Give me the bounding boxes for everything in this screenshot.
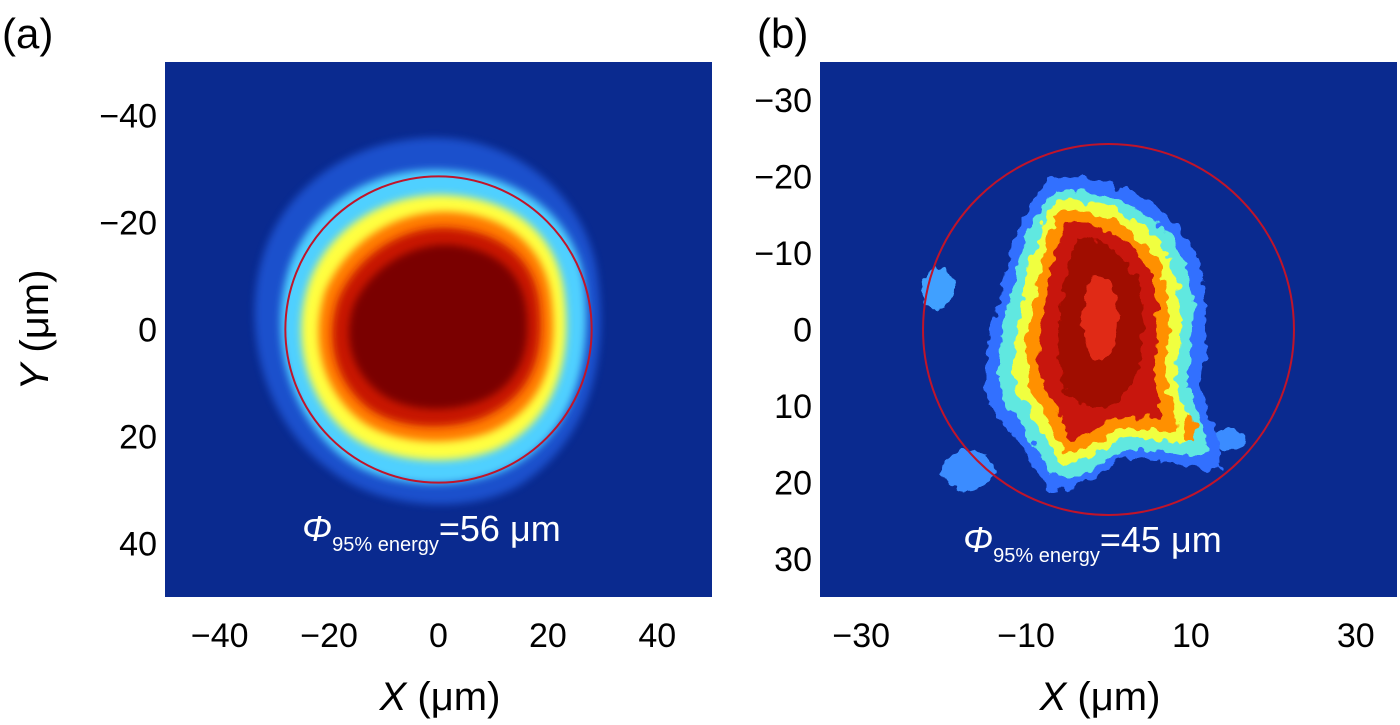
y-tick-label-b: 20	[774, 464, 812, 502]
y-axis-unit-a: (μm)	[13, 270, 57, 364]
panel-label-a: (a)	[2, 10, 53, 57]
y-tick-label-b: −30	[754, 82, 812, 120]
energy-circle-b	[922, 143, 1295, 516]
x-axis-var-b: X	[1039, 675, 1068, 719]
x-axis-var-a: X	[379, 675, 408, 719]
y-tick-label-b: −20	[754, 159, 812, 197]
y-axis-title-a: Y (μm)	[13, 270, 57, 391]
ticks-a: −40 −20 0 20 40 −40 −20 0 20 40	[99, 98, 676, 656]
x-tick-label-a: −40	[191, 617, 249, 655]
y-tick-label-a: 0	[138, 312, 157, 350]
heatmap-b-hotspot	[1182, 418, 1198, 442]
energy-circle-a	[284, 175, 593, 484]
y-tick-label-b: −10	[754, 235, 812, 273]
x-tick-label-b: −30	[832, 617, 890, 655]
x-tick-label-a: −20	[300, 617, 358, 655]
x-axis-title-b: X (μm)	[1039, 675, 1161, 719]
x-axis-title-a: X (μm)	[379, 675, 501, 719]
y-tick-label-a: −20	[99, 205, 157, 243]
x-tick-label-a: 20	[529, 617, 567, 655]
y-tick-label-b: 10	[774, 388, 812, 426]
panel-b: (b) Φ95% energy=45 μm −30 −1	[754, 10, 1397, 719]
y-tick-label-a: −40	[99, 98, 157, 136]
y-tick-label-a: 40	[119, 526, 157, 564]
heatmap-b-center	[1082, 276, 1118, 360]
annotation-a-symbol: Φ	[302, 508, 332, 549]
x-tick-label-a: 0	[429, 617, 448, 655]
annotation-b-symbol: Φ	[963, 519, 993, 560]
annotation-b-value: =45 μm	[1100, 519, 1222, 560]
y-tick-label-b: 0	[793, 312, 812, 350]
heatmap-b-blob-bottom-left	[942, 450, 994, 490]
y-axis-var-a: Y	[13, 360, 57, 390]
annotation-a-subscript: 95% energy	[332, 534, 439, 556]
annotation-a-value: =56 μm	[439, 508, 561, 549]
heatmap-b	[922, 143, 1295, 516]
heatmap-a	[254, 137, 601, 505]
annotation-b-subscript: 95% energy	[993, 545, 1100, 567]
x-tick-label-b: 10	[1172, 617, 1210, 655]
annotation-b: Φ95% energy=45 μm	[963, 519, 1222, 567]
x-axis-unit-a: (μm)	[406, 675, 500, 719]
annotation-a: Φ95% energy=56 μm	[302, 508, 561, 556]
y-tick-label-a: 20	[119, 419, 157, 457]
panel-label-b: (b)	[757, 10, 808, 57]
heatmap-a-core	[349, 244, 528, 409]
x-tick-label-a: 40	[638, 617, 676, 655]
x-tick-label-b: 30	[1337, 617, 1375, 655]
ticks-b: −30 −10 10 30 −30 −20 −10 0 10 20 30	[754, 82, 1374, 655]
panel-a: (a) Φ95% energy=56 μm −40 −20 0 20 40 −40 −20 0…	[2, 10, 712, 719]
x-tick-label-b: −10	[997, 617, 1055, 655]
y-tick-label-b: 30	[774, 541, 812, 579]
x-axis-unit-b: (μm)	[1066, 675, 1160, 719]
